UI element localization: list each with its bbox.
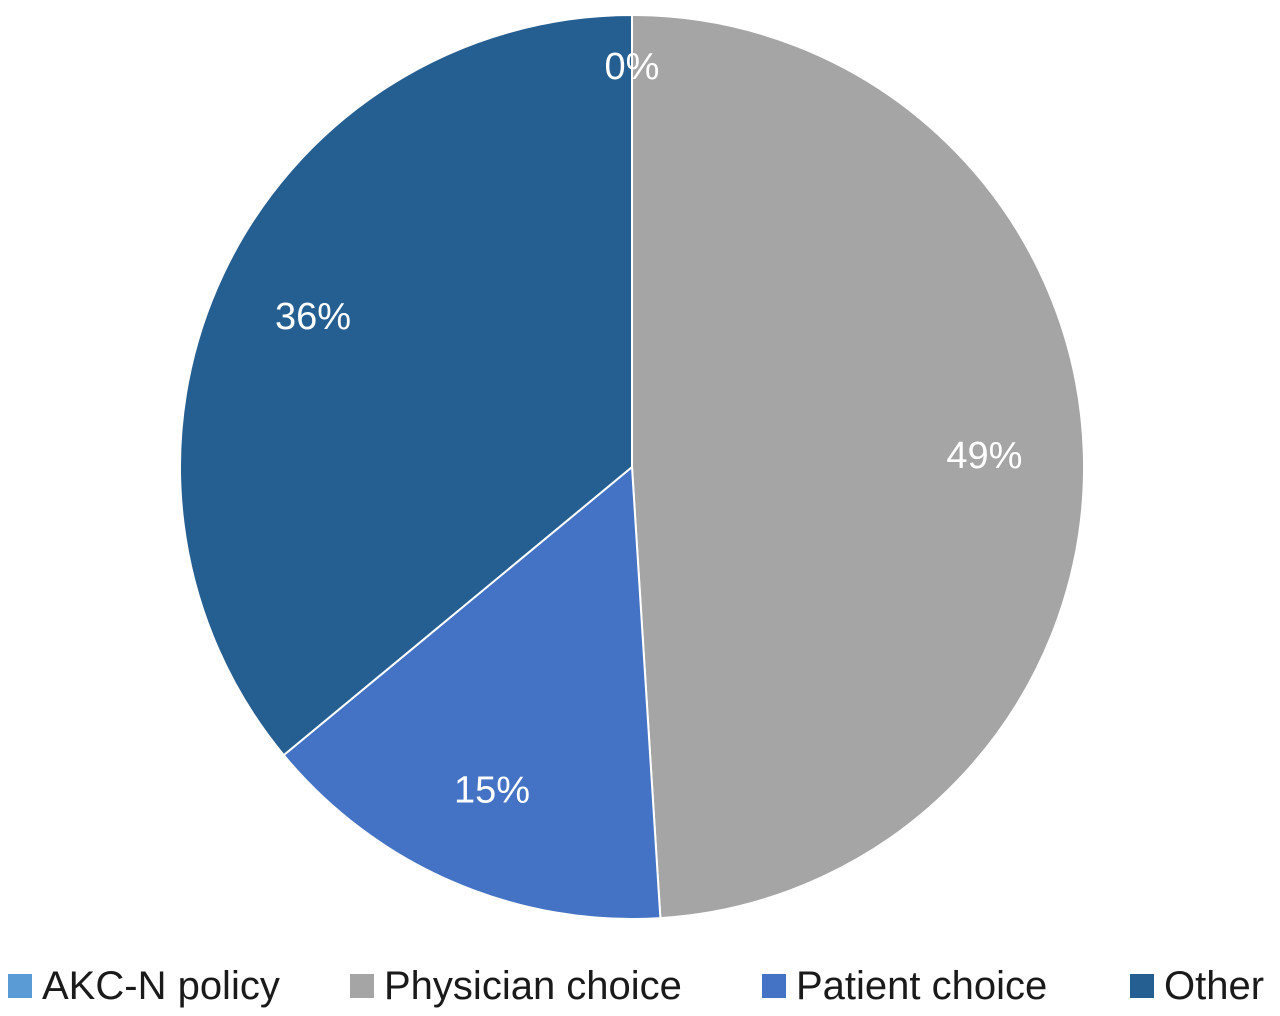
chart-legend: AKC-N policy Physician choice Patient choi… — [8, 964, 1264, 1008]
data-label-patient-choice: 15% — [454, 770, 530, 812]
legend-label-akc-n-policy: AKC-N policy — [42, 964, 280, 1008]
pie-slice-other — [179, 13, 633, 757]
legend-label-patient-choice: Patient choice — [796, 964, 1047, 1008]
data-label-akc-n-policy: 0% — [605, 46, 660, 88]
legend-swatch-physician-choice — [350, 974, 374, 998]
data-label-other: 36% — [275, 296, 351, 338]
pie-slices — [179, 13, 1085, 920]
pie-data-labels: 0% 49% 15% 36% — [275, 46, 1022, 812]
legend-label-other: Other — [1164, 964, 1264, 1008]
legend-swatch-patient-choice — [762, 974, 786, 998]
pie-slice-patient-choice — [282, 464, 662, 920]
legend-swatch-akc-n-policy — [8, 974, 32, 998]
data-label-physician-choice: 49% — [946, 435, 1022, 477]
legend-swatch-other — [1130, 974, 1154, 998]
pie-slice-physician-choice — [631, 13, 1085, 920]
legend-label-physician-choice: Physician choice — [384, 964, 682, 1008]
